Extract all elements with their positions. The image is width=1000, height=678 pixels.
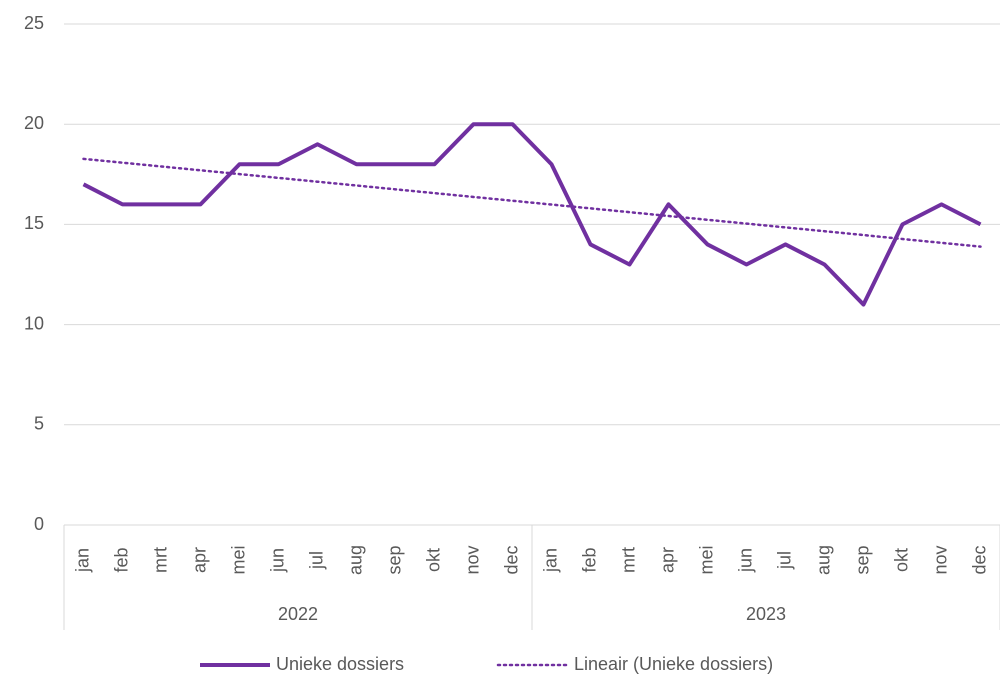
- x-tick-label: mei: [696, 545, 716, 574]
- x-tick-label: okt: [423, 548, 443, 572]
- x-tick-label: jan: [72, 548, 92, 573]
- legend-label: Unieke dossiers: [276, 654, 404, 674]
- x-tick-label: jul: [306, 551, 326, 570]
- x-tick-label: jul: [774, 551, 794, 570]
- x-tick-label: jun: [267, 548, 287, 573]
- group-label: 2022: [278, 604, 318, 624]
- series-line: [82, 157, 982, 248]
- x-tick-label: mrt: [618, 547, 638, 573]
- x-tick-label: nov: [462, 545, 482, 574]
- y-tick-label: 20: [24, 113, 44, 133]
- y-tick-label: 0: [34, 514, 44, 534]
- x-tick-label: sep: [384, 545, 404, 574]
- x-tick-label: jun: [735, 548, 755, 573]
- x-tick-label: mrt: [150, 547, 170, 573]
- x-tick-label: feb: [111, 547, 131, 572]
- x-tick-label: apr: [657, 547, 677, 573]
- x-tick-label: jan: [540, 548, 560, 573]
- x-tick-label: aug: [813, 545, 833, 575]
- x-tick-label: sep: [852, 545, 872, 574]
- series-line: [82, 122, 982, 307]
- legend-label: Lineair (Unieke dossiers): [574, 654, 773, 674]
- x-tick-label: mei: [228, 545, 248, 574]
- y-tick-label: 5: [34, 414, 44, 434]
- x-tick-label: apr: [189, 547, 209, 573]
- x-tick-label: dec: [969, 545, 989, 574]
- x-tick-label: aug: [345, 545, 365, 575]
- y-tick-label: 15: [24, 213, 44, 233]
- y-tick-label: 10: [24, 313, 44, 333]
- x-tick-label: nov: [930, 545, 950, 574]
- group-label: 2023: [746, 604, 786, 624]
- x-tick-label: feb: [579, 547, 599, 572]
- x-tick-label: okt: [891, 548, 911, 572]
- y-tick-label: 25: [24, 13, 44, 33]
- x-tick-label: dec: [501, 545, 521, 574]
